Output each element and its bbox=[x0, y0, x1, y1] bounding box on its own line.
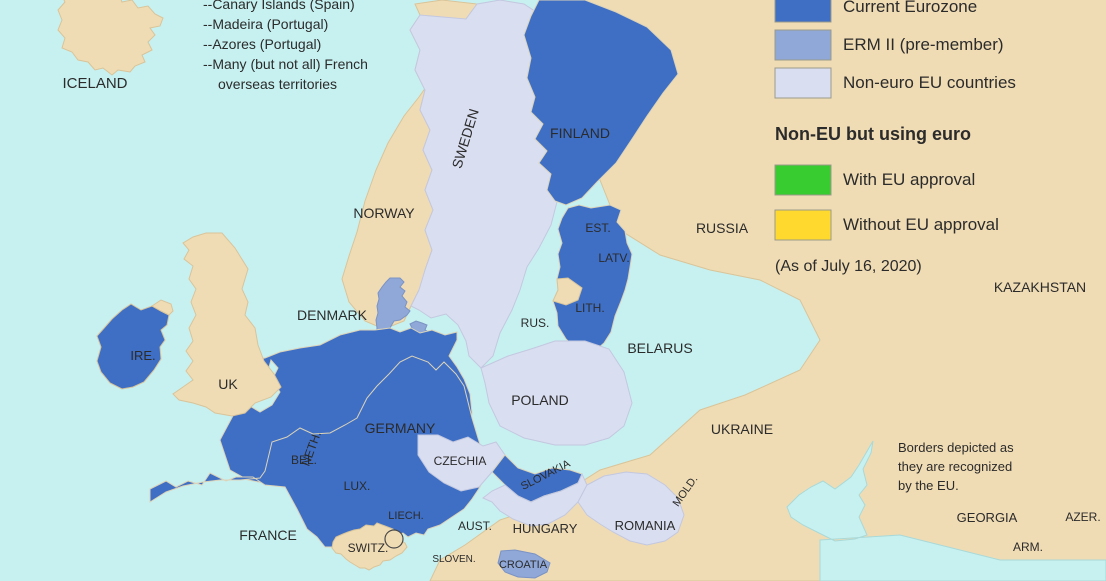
svg-text:--Canary Islands (Spain): --Canary Islands (Spain) bbox=[203, 0, 355, 12]
svg-text:IRE.: IRE. bbox=[130, 348, 155, 363]
svg-text:SWITZ.: SWITZ. bbox=[348, 541, 389, 555]
svg-text:AUST.: AUST. bbox=[458, 519, 492, 533]
svg-text:(As of July 16, 2020): (As of July 16, 2020) bbox=[775, 258, 922, 275]
svg-text:ARM.: ARM. bbox=[1013, 540, 1043, 554]
svg-text:ERM II (pre-member): ERM II (pre-member) bbox=[843, 35, 1004, 54]
svg-text:NORWAY: NORWAY bbox=[353, 205, 415, 221]
svg-text:by the EU.: by the EU. bbox=[898, 478, 959, 493]
svg-text:--Azores (Portugal): --Azores (Portugal) bbox=[203, 36, 321, 52]
svg-text:they are recognized: they are recognized bbox=[898, 459, 1012, 474]
svg-text:Without EU approval: Without EU approval bbox=[843, 215, 999, 234]
svg-text:LIECH.: LIECH. bbox=[388, 510, 423, 522]
svg-text:RUS.: RUS. bbox=[521, 316, 550, 330]
svg-text:LUX.: LUX. bbox=[344, 479, 371, 493]
svg-text:BEL.: BEL. bbox=[291, 453, 317, 467]
svg-text:FRANCE: FRANCE bbox=[239, 527, 297, 543]
svg-text:DENMARK: DENMARK bbox=[297, 307, 368, 323]
svg-text:KAZAKHSTAN: KAZAKHSTAN bbox=[994, 279, 1086, 295]
svg-text:POLAND: POLAND bbox=[511, 392, 569, 408]
svg-text:Current Eurozone: Current Eurozone bbox=[843, 0, 977, 16]
svg-text:ICELAND: ICELAND bbox=[62, 75, 127, 92]
svg-text:CZECHIA: CZECHIA bbox=[434, 454, 487, 468]
svg-text:FINLAND: FINLAND bbox=[550, 125, 610, 141]
svg-text:Non-EU but using euro: Non-EU but using euro bbox=[775, 124, 971, 144]
svg-text:With EU approval: With EU approval bbox=[843, 170, 975, 189]
svg-text:RUSSIA: RUSSIA bbox=[696, 220, 749, 236]
svg-text:SLOVEN.: SLOVEN. bbox=[432, 554, 475, 565]
svg-text:LITH.: LITH. bbox=[575, 301, 604, 315]
svg-text:--Madeira (Portugal): --Madeira (Portugal) bbox=[203, 16, 328, 32]
svg-text:UKRAINE: UKRAINE bbox=[711, 421, 773, 437]
svg-text:overseas territories: overseas territories bbox=[218, 76, 337, 92]
svg-text:EST.: EST. bbox=[585, 221, 610, 235]
svg-text:UK: UK bbox=[218, 376, 238, 392]
svg-text:GERMANY: GERMANY bbox=[365, 420, 436, 436]
svg-text:Non-euro EU countries: Non-euro EU countries bbox=[843, 73, 1016, 92]
svg-text:BELARUS: BELARUS bbox=[627, 340, 692, 356]
svg-text:ROMANIA: ROMANIA bbox=[615, 518, 676, 533]
svg-text:GEORGIA: GEORGIA bbox=[957, 510, 1018, 525]
svg-text:CROATIA: CROATIA bbox=[499, 559, 548, 571]
svg-text:--Many (but not all) French: --Many (but not all) French bbox=[203, 56, 368, 72]
svg-text:HUNGARY: HUNGARY bbox=[513, 521, 578, 536]
svg-text:AZER.: AZER. bbox=[1065, 510, 1100, 524]
svg-text:Borders depicted as: Borders depicted as bbox=[898, 440, 1014, 455]
svg-text:LATV.: LATV. bbox=[598, 251, 629, 265]
